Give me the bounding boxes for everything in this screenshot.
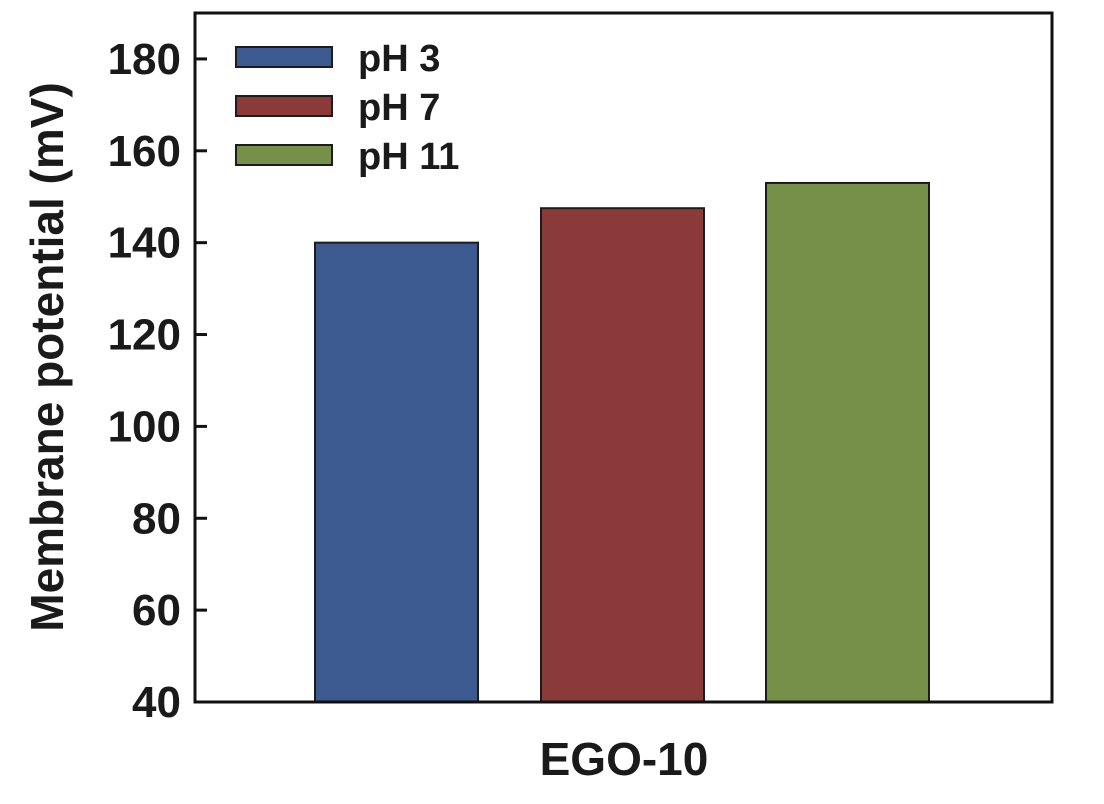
- legend: pH 3 pH 7 pH 11: [235, 38, 459, 178]
- y-axis-ticks: 40 60 80 100 120 140 160 180: [108, 35, 207, 727]
- legend-label: pH 7: [358, 87, 440, 129]
- y-tick-label: 160: [108, 127, 181, 176]
- bar-ph-11: [765, 181, 930, 704]
- bar-ph-3: [314, 241, 479, 704]
- y-tick-label: 80: [132, 494, 181, 543]
- y-tick-label: 140: [108, 219, 181, 268]
- y-tick-label: 100: [108, 402, 181, 451]
- y-tick-label: 180: [108, 35, 181, 84]
- y-axis-label: Membrane potential (mV): [21, 82, 73, 632]
- bar-ph-7: [540, 207, 705, 703]
- legend-swatch: [235, 95, 333, 117]
- y-tick-label: 120: [108, 311, 181, 360]
- bars: [314, 181, 930, 704]
- plot-frame: [193, 11, 1054, 704]
- legend-swatch: [235, 46, 333, 68]
- x-axis-label: EGO-10: [540, 733, 709, 785]
- legend-label: pH 3: [358, 38, 440, 80]
- legend-swatch: [235, 144, 333, 166]
- y-tick-label: 40: [132, 678, 181, 727]
- y-tick-label: 60: [132, 586, 181, 635]
- legend-label: pH 11: [358, 136, 459, 178]
